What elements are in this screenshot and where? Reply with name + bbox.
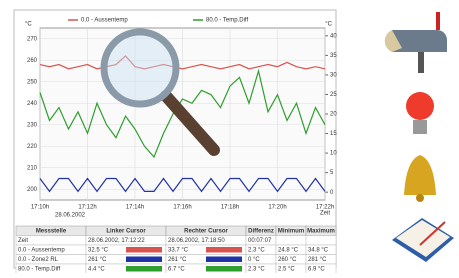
bulb-icon <box>406 92 434 134</box>
y-tick-label: 240 <box>27 101 38 107</box>
x-tick-label: 17:12h <box>78 205 96 211</box>
table-text: 4.4 °C <box>88 266 105 272</box>
table-text: 261 °C <box>88 257 107 263</box>
table-text: 32.5 °C <box>88 247 109 253</box>
y2-tick-label: 40 <box>330 33 337 39</box>
y-tick-label: 260 <box>27 58 38 64</box>
date: 28.06.2002 <box>55 213 86 219</box>
table-text: 24.8 °C <box>278 247 299 253</box>
y-label: °C <box>25 22 32 28</box>
table-cell <box>306 236 336 246</box>
y-tick-label: 270 <box>27 36 38 42</box>
bell-icon <box>404 155 436 202</box>
y2-tick-label: 15 <box>330 131 337 137</box>
cell-bar <box>126 257 162 263</box>
table-text: 33.7 °C <box>168 247 189 253</box>
table-header: Minimum <box>278 228 304 234</box>
table-text: 261 °C <box>168 257 187 263</box>
table-text: 0.0 - Zone2 RL <box>18 257 59 263</box>
mailbox-icon <box>385 12 447 73</box>
y-tick-label: 230 <box>27 122 38 128</box>
cell-bar <box>206 266 242 272</box>
x-tick-label: 17:20h <box>268 205 286 211</box>
table-text: 2.5 °C <box>278 266 295 272</box>
table-text: 0.0 - Aussentemp <box>18 247 65 253</box>
x-tick-label: 17:22h <box>316 205 334 211</box>
legend-label: 80.0 - Temp.Diff <box>206 18 248 24</box>
y2-tick-label: 35 <box>330 53 337 59</box>
table-text: Zeit <box>18 238 28 244</box>
cell-bar <box>126 266 162 272</box>
x-tick-label: 17:14h <box>126 205 144 211</box>
table-header: Maximum <box>307 228 335 234</box>
table-cell <box>276 236 306 246</box>
legend-label: 0.0 - Aussentemp <box>81 18 128 24</box>
table-header: Linker Cursor <box>106 228 146 234</box>
y2-tick-label: 20 <box>330 112 337 118</box>
table-header: Differenz <box>248 228 274 234</box>
table-header: Rechter Cursor <box>184 228 228 234</box>
x-tick-label: 17:10h <box>31 205 49 211</box>
table-text: 80.0 - Temp.Diff <box>18 266 60 272</box>
x-label: Zeit <box>320 211 330 217</box>
table-text: 34.8 °C <box>308 247 329 253</box>
x-tick-label: 17:16h <box>173 205 191 211</box>
screen: °C °C 28.06.2002 Zeit 200210220230240250… <box>0 0 459 273</box>
cell-bar <box>126 247 162 253</box>
cell-bar <box>206 247 242 253</box>
table-text: 28.06.2002, 17:18:50 <box>168 238 225 244</box>
table-text: 0 °C <box>248 257 260 263</box>
x-tick-label: 17:18h <box>221 205 239 211</box>
table-text: 00:07:07 <box>248 238 272 244</box>
y-tick-label: 210 <box>27 165 38 171</box>
y-tick-label: 220 <box>27 144 38 150</box>
table-text: 260 °C <box>278 257 297 263</box>
y2-label: °C <box>325 22 332 28</box>
table-text: 6.9 °C <box>308 266 325 272</box>
table-text: 6.7 °C <box>168 266 185 272</box>
y2-tick-label: 30 <box>330 72 337 78</box>
y-tick-label: 250 <box>27 79 38 85</box>
page: {"chart_data":{"type":"line","legend":["… <box>0 0 459 273</box>
table-header: Messstelle <box>36 228 67 234</box>
y2-tick-label: 10 <box>330 151 337 157</box>
y-tick-label: 200 <box>27 187 38 193</box>
table-text: 281 °C <box>308 257 327 263</box>
table-text: 2.3 °C <box>248 247 265 253</box>
table-text: 2.3 °C <box>248 266 265 272</box>
y2-tick-label: 25 <box>330 92 337 98</box>
table-text: 28.06.2002, 17:12:22 <box>88 238 145 244</box>
cell-bar <box>206 257 242 263</box>
book-icon <box>392 218 454 262</box>
